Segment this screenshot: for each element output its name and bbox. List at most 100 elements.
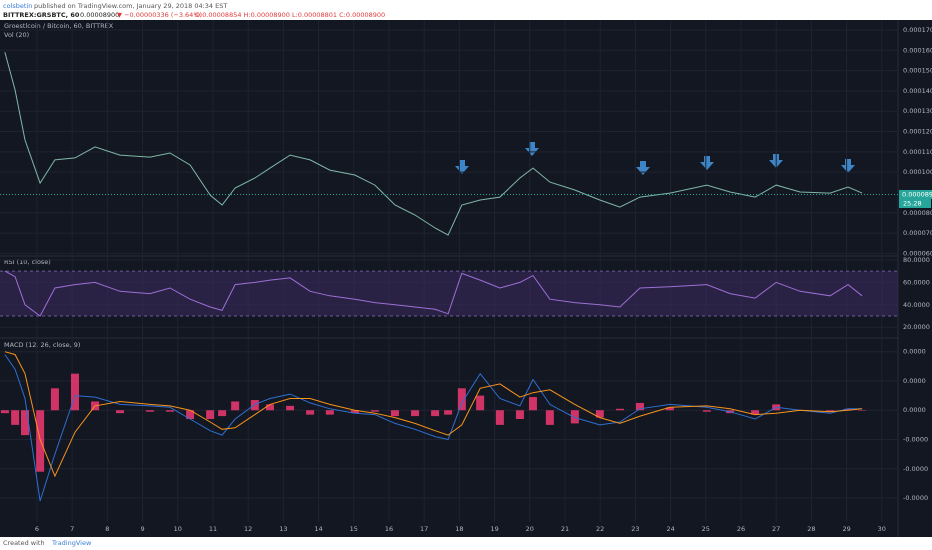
y-tick-label: 0.0000 [903,406,926,414]
x-tick-label: 12 [244,525,252,533]
pane-title: MACD (12, 26, close, 9) [4,341,80,349]
histogram-bar [844,408,853,411]
y-tick-label: 0.0000 [903,348,926,356]
y-tick-label: 0.00010000 [903,168,932,176]
x-tick-label: 14 [314,525,322,533]
footer-brand[interactable]: TradingView [51,539,92,547]
y-tick-label: 0.00006000 [903,249,932,257]
histogram-bar [265,404,274,411]
histogram-bar [350,410,359,414]
x-tick-label: 19 [490,525,498,533]
histogram-bar [495,410,504,425]
x-tick-label: 11 [209,525,217,533]
last-price-box [899,189,932,199]
histogram-bar [36,410,45,472]
histogram-bar [515,410,524,420]
histogram-bar [50,388,59,411]
x-tick-label: 23 [631,525,639,533]
histogram-bar [457,388,466,411]
histogram-bar [250,400,259,411]
last-price-label: 0.00008900 [902,190,932,198]
y-tick-label: 0.00016000 [903,46,932,54]
histogram-bar [826,410,835,412]
histogram-bar [858,410,867,411]
histogram-bar [145,410,154,412]
x-tick-label: 6 [35,525,39,533]
price-line [4,52,863,236]
x-tick-label: 16 [385,525,393,533]
arrow [700,156,714,170]
y-tick-label: 0.0000 [903,377,926,385]
arrow [525,142,539,156]
symbol: BITTREX:GRSBTC, 60 [3,11,80,19]
y-tick-label: -0.0000 [903,494,928,502]
y-tick-label: 0.00015000 [903,67,932,75]
x-tick-label: 27 [772,525,780,533]
x-tick-label: 9 [140,525,144,533]
histogram-bar [286,405,295,411]
y-tick-label: 0.00011000 [903,148,932,156]
pane-title: Groestlcoin / Bitcoin, 60, BITTREX [4,22,114,30]
pane-subtitle: Vol (20) [4,31,29,39]
histogram-bar [325,410,334,415]
histogram-bar [476,395,485,411]
y-tick-label: 0.00008000 [903,209,932,217]
ohlc: O:0.00008854 H:0.00008900 L:0.00008801 C… [195,11,385,19]
price-line [4,270,863,317]
arrow [636,161,650,175]
x-tick-label: 18 [455,525,463,533]
y-tick-label: 0.00007000 [903,229,932,237]
y-tick-label: -0.0000 [903,465,928,473]
arrow [841,159,855,173]
histogram-bar [306,410,315,415]
histogram-bar [635,402,644,411]
y-tick-label: 0.00017000 [903,26,932,34]
histogram-bar [218,410,227,417]
histogram-bar [595,410,604,418]
y-tick-label: 0.00014000 [903,87,932,95]
macd-line [4,354,863,502]
y-tick-label: 20.0000 [903,323,930,331]
x-tick-label: 8 [105,525,109,533]
y-tick-label: 0.00012000 [903,128,932,136]
histogram-bar [411,410,420,417]
histogram-bar [0,410,9,414]
x-tick-label: 22 [596,525,604,533]
price: 0.00008900 [80,11,119,19]
y-tick-label: 60.0000 [903,278,930,286]
histogram-bar [390,410,399,417]
pane-title: RSI (10, close) [4,258,51,266]
histogram-bar [615,408,624,411]
histogram-bar [370,410,379,412]
x-tick-label: 21 [561,525,569,533]
histogram-bar [206,410,215,420]
x-tick-label: 20 [526,525,534,533]
x-tick-label: 24 [666,525,674,533]
x-tick-label: 17 [420,525,428,533]
volume-label: 25.28 [903,200,922,208]
published: published on TradingView.com, January 29… [34,2,227,10]
histogram-bar [444,410,453,415]
volume-box [899,199,931,208]
histogram-bar [702,410,711,412]
y-tick-label: 0.00013000 [903,107,932,115]
histogram-bar [751,410,760,415]
y-tick-label: 40.0000 [903,301,930,309]
x-tick-label: 26 [737,525,745,533]
y-tick-label: -0.0000 [903,436,928,444]
y-tick-label: 80.0000 [903,256,930,264]
footer-created: Created with [3,539,45,547]
macd-line [4,351,863,478]
arrow [455,160,469,174]
x-tick-label: 10 [174,525,182,533]
histogram-bar [231,401,240,411]
x-tick-label: 13 [279,525,287,533]
x-tick-label: 28 [807,525,815,533]
x-tick-label: 25 [702,525,710,533]
author[interactable]: colsbetin [3,2,32,10]
histogram-bar [431,410,440,417]
change: ▼ −0.00000336 (−3.64%) [117,11,202,19]
histogram-bar [528,397,537,411]
histogram-bar [11,410,20,425]
histogram-bar [166,410,175,412]
